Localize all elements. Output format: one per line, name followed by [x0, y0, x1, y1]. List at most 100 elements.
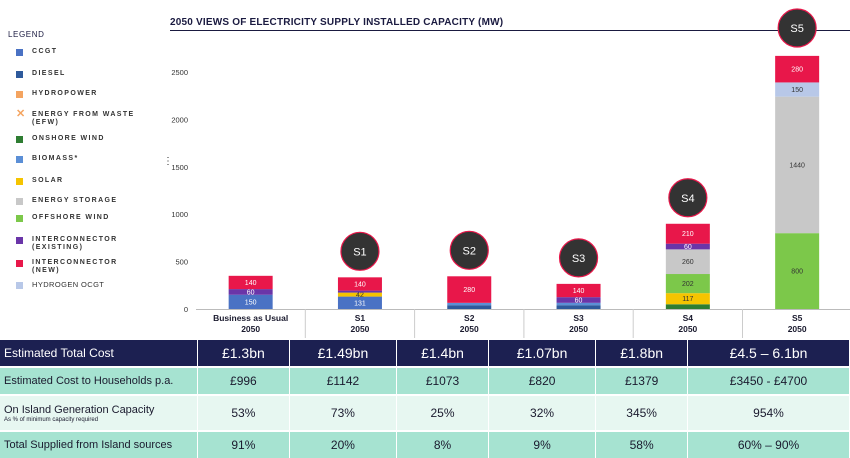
legend-label: ENERGY STORAGE	[32, 197, 118, 204]
legend-item: BIOMASS*	[16, 155, 142, 163]
scenario-badge-label: S5	[790, 23, 803, 35]
more-options-icon[interactable]: ⋮	[163, 156, 173, 167]
x-tick-label: S2	[464, 313, 475, 323]
summary-row: Estimated Total Cost £1.3bn £1.49bn £1.4bn £…	[0, 340, 850, 366]
bar-segment	[775, 55, 820, 83]
summary-cell: £3450 - £4700	[687, 368, 850, 394]
legend-item: OFFSHORE WIND	[16, 214, 142, 222]
bar-segment	[775, 82, 820, 97]
scenario-badge	[449, 230, 489, 270]
summary-cell: £1.49bn	[289, 340, 398, 366]
legend-label: BIOMASS*	[32, 155, 79, 162]
summary-row: Estimated Cost to Households p.a. £996 £11…	[0, 368, 850, 394]
summary-cell: £1073	[396, 368, 489, 394]
legend-item: ONSHORE WIND	[16, 135, 142, 143]
x-tick-label: 2050	[350, 324, 369, 334]
legend-label: ONSHORE WIND	[32, 135, 105, 142]
legend-item: ENERGY STORAGE	[16, 197, 142, 205]
legend-label: OFFSHORE WIND	[32, 214, 110, 221]
summary-row-label: Total Supplied from Island sources	[0, 432, 198, 458]
chart-title: 2050 VIEWS OF ELECTRICITY SUPPLY INSTALL…	[170, 17, 504, 28]
scenario-badge	[340, 231, 380, 271]
legend-label: HYDROPOWER	[32, 90, 98, 97]
summary-cell: £996	[197, 368, 290, 394]
scenario-badge-label: S1	[353, 246, 366, 258]
legend-swatch	[16, 237, 23, 244]
bar-segment	[337, 277, 382, 291]
stacked-bar-chart: 0 500 1000 1500 2000 2500 150 60 140 Business as …	[171, 8, 850, 338]
data-label: 60	[684, 244, 692, 251]
y-tick-label: 1500	[171, 163, 188, 172]
summary-cell: 20%	[289, 432, 398, 458]
bar-segment	[665, 243, 710, 250]
summary-row-label: Estimated Cost to Households p.a.	[0, 368, 198, 394]
data-label: 60	[247, 289, 255, 296]
legend-swatch: ✕	[16, 108, 26, 120]
title-underline	[170, 30, 850, 31]
x-tick-label: S1	[355, 313, 366, 323]
legend-label: INTERCONNECTOR (NEW)	[32, 259, 118, 274]
summary-cell: £1.4bn	[396, 340, 489, 366]
legend-swatch	[16, 156, 23, 163]
legend-item: HYDROPOWER	[16, 90, 142, 98]
summary-table: Estimated Total Cost £1.3bn £1.49bn £1.4bn £…	[0, 340, 850, 458]
x-tick-label: S4	[683, 313, 694, 323]
summary-cell: 32%	[488, 396, 597, 430]
legend-item: CCGT	[16, 48, 142, 56]
scenario-badge-label: S4	[681, 193, 694, 205]
y-tick-label: 500	[175, 258, 188, 267]
bar-segment	[556, 297, 601, 303]
x-tick-label: Business as Usual	[213, 313, 288, 323]
summary-cell: £1.8bn	[595, 340, 689, 366]
legend-item: INTERCONNECTOR (NEW)	[16, 259, 142, 275]
bar-segment	[665, 274, 710, 294]
y-tick-label: 1000	[171, 210, 188, 219]
summary-cell: £1379	[595, 368, 689, 394]
legend-label: HYDROGEN OCGT	[32, 280, 105, 289]
bar-segment	[665, 223, 710, 244]
data-label: 150	[245, 299, 257, 306]
legend-item: INTERCONNECTOR (EXISTING)	[16, 236, 142, 252]
legend-swatch	[16, 215, 23, 222]
bar-segment	[228, 294, 273, 309]
scenario-badge	[668, 178, 708, 218]
scenario-badge	[777, 8, 817, 48]
legend-label: SOLAR	[32, 177, 64, 184]
bar-segment	[447, 276, 492, 303]
data-label: 800	[791, 269, 803, 276]
bar-segment	[337, 292, 382, 297]
y-tick-label: 0	[184, 305, 188, 314]
legend-label: DIESEL	[32, 70, 66, 77]
summary-row-label: Estimated Total Cost	[0, 340, 198, 366]
legend-item: ✕ ENERGY FROM WASTE (EFW)	[16, 108, 142, 127]
data-label: 1440	[789, 162, 805, 169]
data-label: 280	[791, 67, 803, 74]
data-label: 117	[682, 296, 693, 303]
summary-row: On Island Generation Capacity As % of min…	[0, 396, 850, 430]
bar-segment	[556, 283, 601, 298]
bar-segment	[665, 304, 710, 309]
summary-cell: £1142	[289, 368, 398, 394]
data-label: 42	[356, 292, 364, 299]
legend-swatch	[16, 49, 23, 56]
summary-row-label: On Island Generation Capacity As % of min…	[0, 396, 198, 430]
bar-segment	[775, 96, 820, 234]
y-tick-label: 2000	[171, 115, 188, 124]
summary-cell: 73%	[289, 396, 398, 430]
legend-swatch	[16, 282, 23, 289]
bar-segment	[556, 302, 601, 306]
bar-segment	[665, 249, 710, 275]
summary-cell: £1.07bn	[488, 340, 597, 366]
bar-segment	[447, 302, 492, 306]
legend-swatch	[16, 136, 23, 143]
data-label: 140	[573, 288, 585, 295]
summary-cell: 53%	[197, 396, 290, 430]
bar-segment	[228, 275, 273, 290]
summary-cell: 25%	[396, 396, 489, 430]
x-tick-label: 2050	[569, 324, 588, 334]
x-tick-label: S3	[573, 313, 584, 323]
summary-row: Total Supplied from Island sources 91% 20%…	[0, 432, 850, 458]
data-label: 131	[354, 300, 366, 307]
scenario-badge	[558, 238, 599, 278]
summary-cell: £4.5 – 6.1bn	[687, 340, 850, 366]
